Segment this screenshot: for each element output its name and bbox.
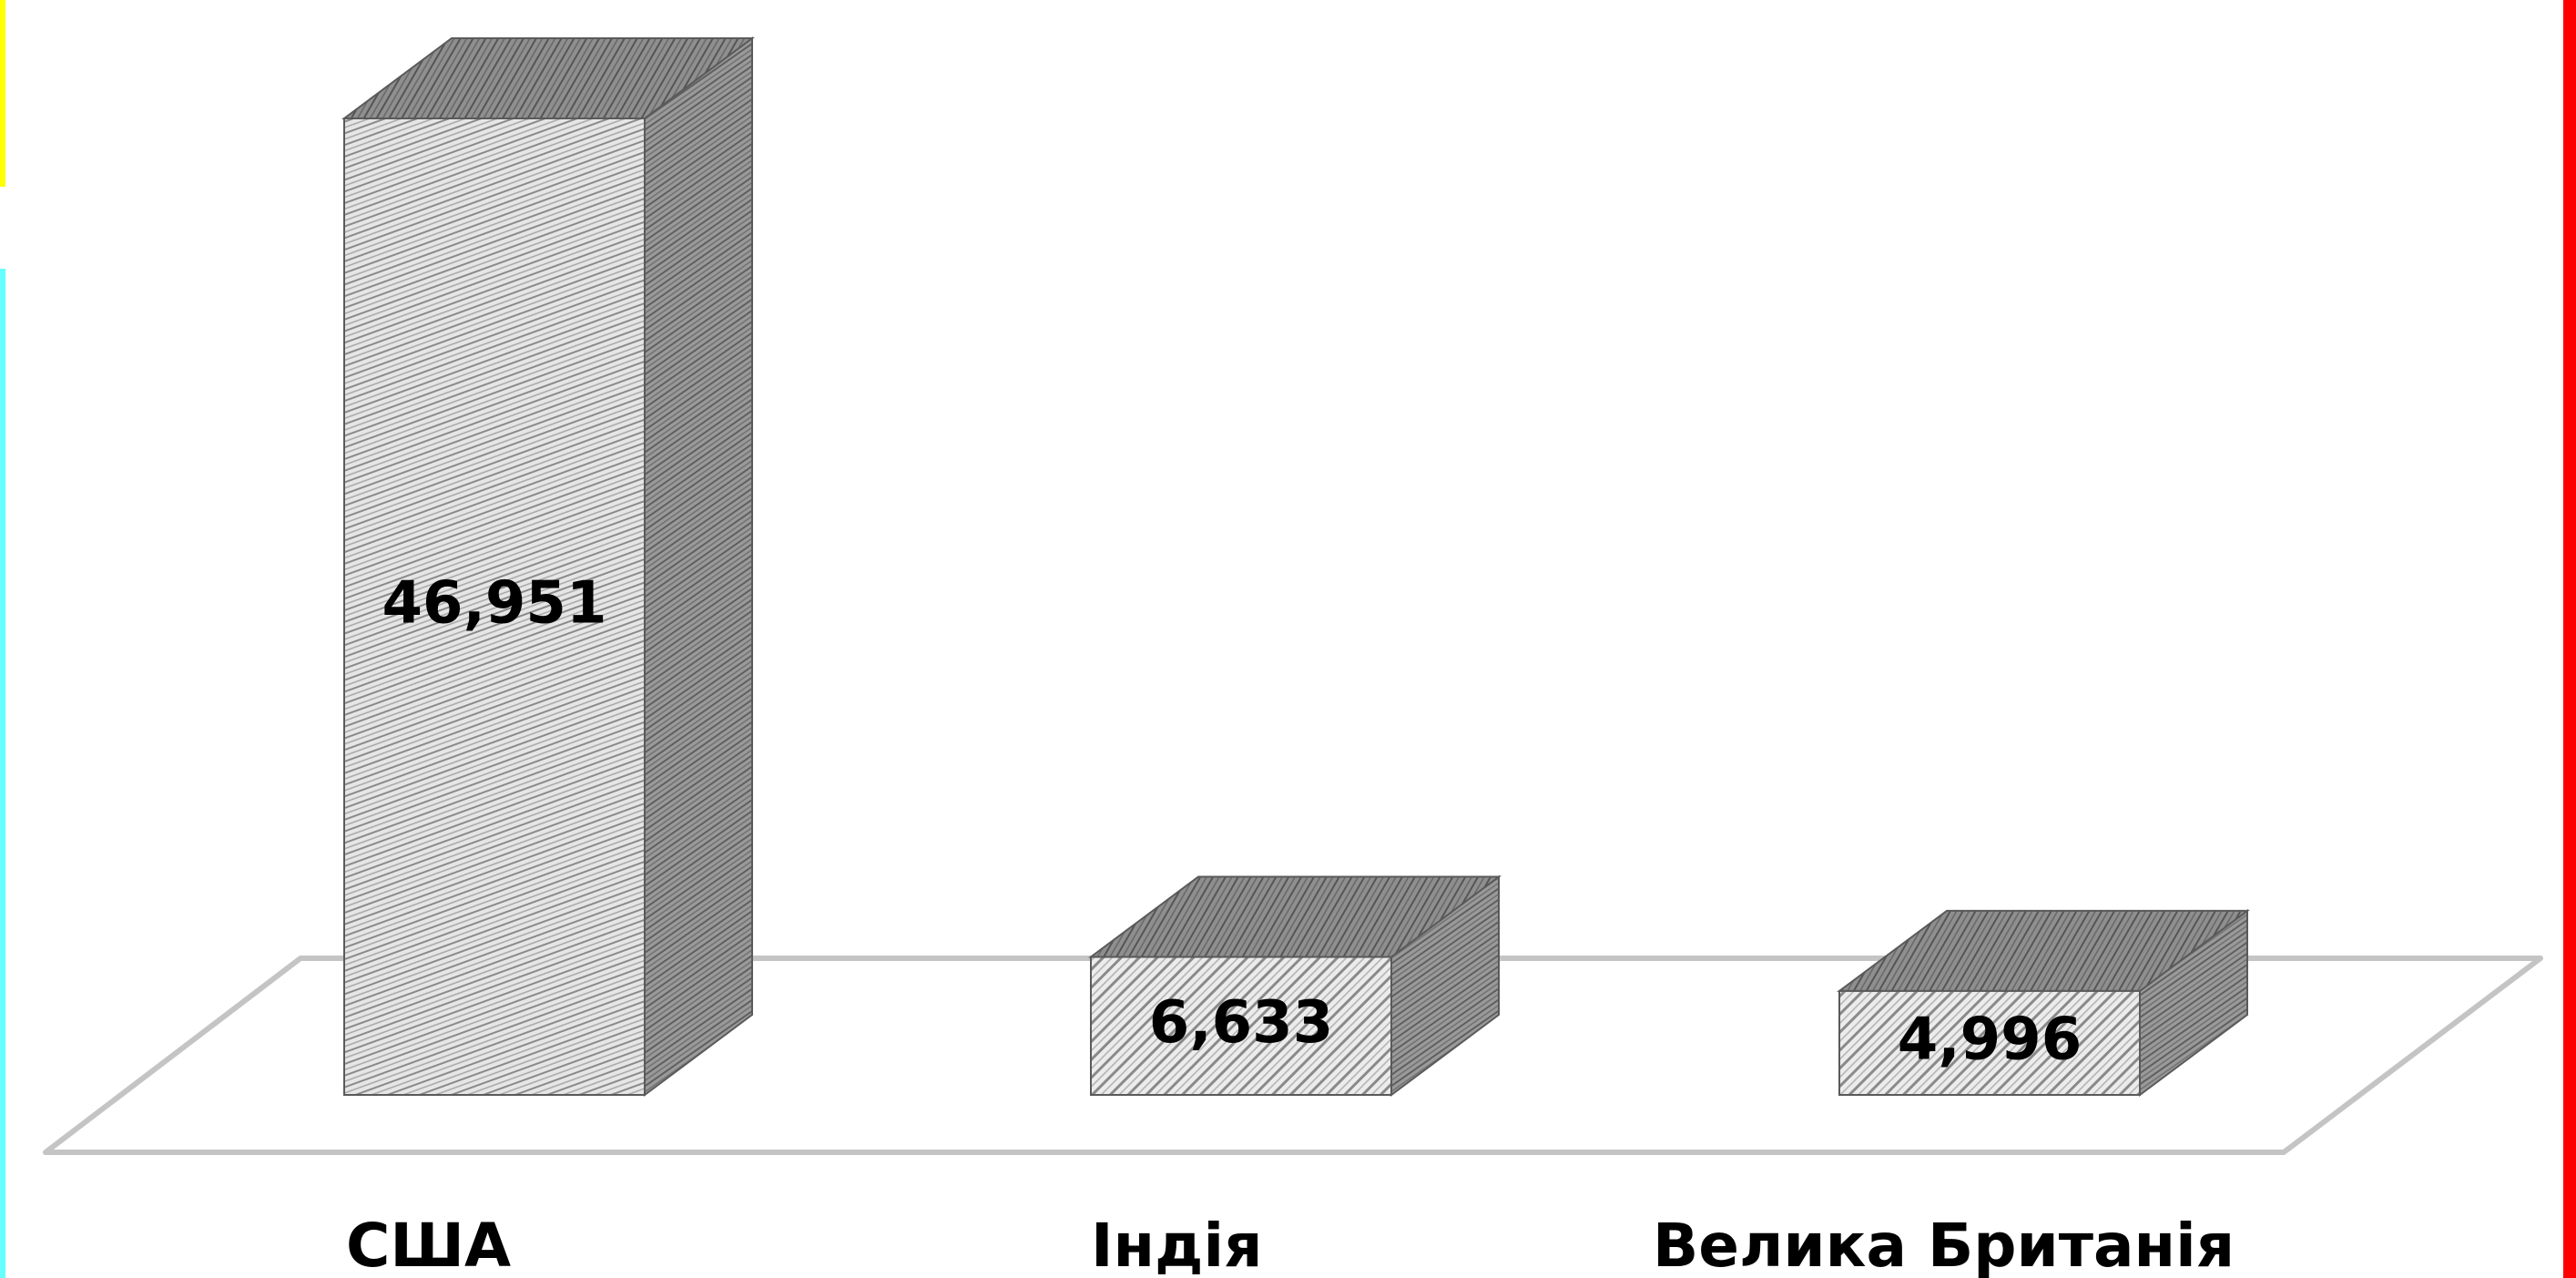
- data-label-1: 46,951: [382, 570, 607, 638]
- data-label-3: 4,996: [1898, 1007, 2082, 1074]
- bar-3-front: [1838, 989, 2141, 1097]
- data-label-2: 6,633: [1149, 989, 1333, 1057]
- accent-strip-right: [2563, 0, 2576, 1278]
- category-label-3: Велика Британія: [1653, 1211, 2235, 1278]
- bar-1: [341, 36, 756, 1097]
- bar-3: [1836, 908, 2251, 1097]
- value-labels-layer: 46,951 6,633 4,996: [382, 570, 2082, 1074]
- bar-1-front: [343, 118, 646, 1096]
- accent-strip-left-top: [0, 0, 5, 187]
- chart-floor: [43, 956, 2543, 1155]
- category-label-1: США: [346, 1211, 511, 1278]
- bar-2: [1087, 874, 1502, 1097]
- category-label-2: Індія: [1091, 1211, 1262, 1278]
- bar-1-side: [644, 36, 753, 1097]
- bars-layer: [341, 36, 2251, 1097]
- bar-2-front: [1090, 956, 1392, 1096]
- category-labels-layer: США Індія Велика Британія: [346, 1211, 2235, 1278]
- accent-strip-left: [0, 269, 5, 1278]
